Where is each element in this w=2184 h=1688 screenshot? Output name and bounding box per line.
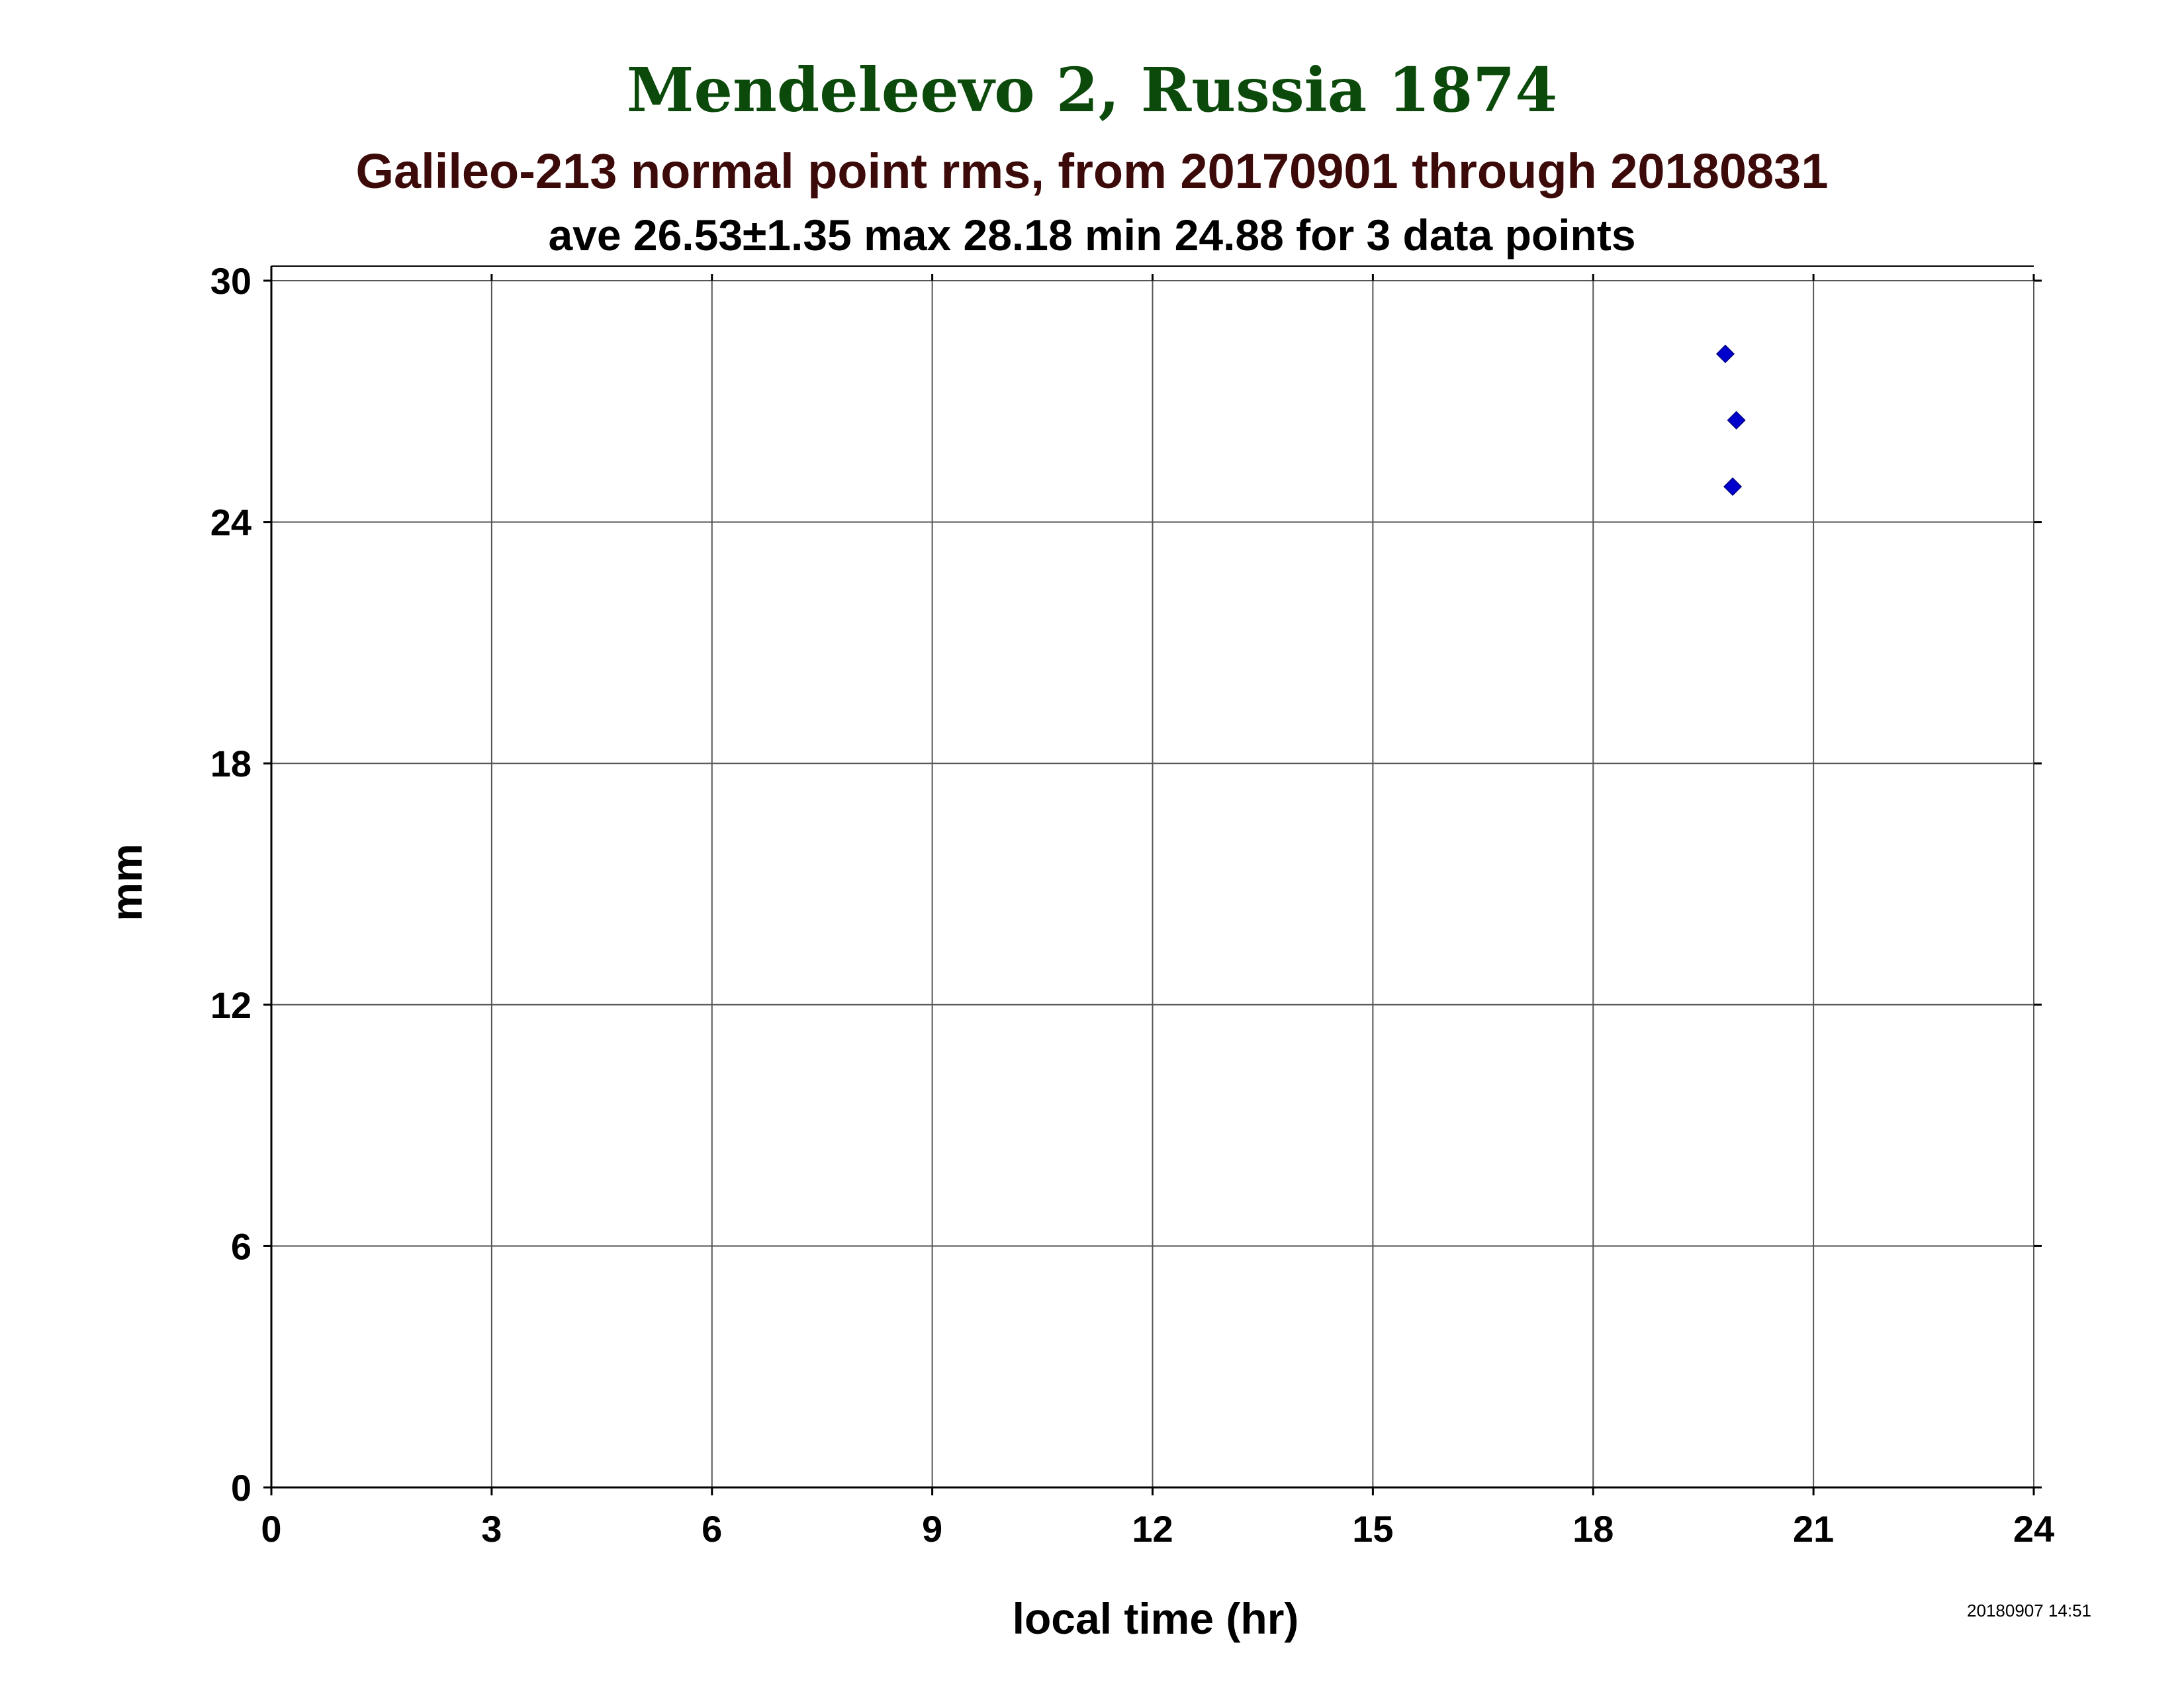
y-tick-label: 6	[231, 1225, 251, 1267]
x-tick-label: 24	[2013, 1508, 2054, 1550]
axis-ticks	[263, 265, 2042, 1495]
x-tick-label: 12	[1132, 1508, 1173, 1550]
x-axis-label: local time (hr)	[1013, 1594, 1299, 1643]
render-timestamp: 20180907 14:51	[1967, 1601, 2091, 1620]
data-point	[1715, 344, 1735, 363]
y-axis-label: mm	[102, 843, 151, 921]
y-tick-label: 18	[210, 743, 251, 784]
grid-lines	[271, 280, 2034, 1488]
x-tick-label: 9	[922, 1508, 942, 1550]
x-tick-label: 21	[1793, 1508, 1834, 1550]
chart-title: Mendeleevo 2, Russia 1874	[626, 54, 1558, 126]
data-point	[1723, 477, 1743, 496]
y-tick-label: 12	[210, 984, 251, 1026]
y-tick-label: 24	[210, 502, 251, 543]
x-tick-label: 3	[481, 1508, 502, 1550]
chart-subtitle: Galileo-213 normal point rms, from 20170…	[355, 144, 1829, 199]
y-tick-label: 30	[210, 260, 251, 302]
y-tick-label: 0	[231, 1467, 251, 1509]
x-tick-label: 0	[261, 1508, 281, 1550]
data-points	[1715, 344, 1746, 496]
data-point	[1727, 410, 1746, 430]
x-tick-label: 18	[1572, 1508, 1614, 1550]
x-tick-label: 15	[1352, 1508, 1393, 1550]
tick-labels: 0 3 6 9 12 15 18 21 24 0 6 12 18 24 30	[210, 260, 2054, 1550]
x-tick-label: 6	[702, 1508, 722, 1550]
chart-stats: ave 26.53±1.35 max 28.18 min 24.88 for 3…	[548, 211, 1636, 259]
